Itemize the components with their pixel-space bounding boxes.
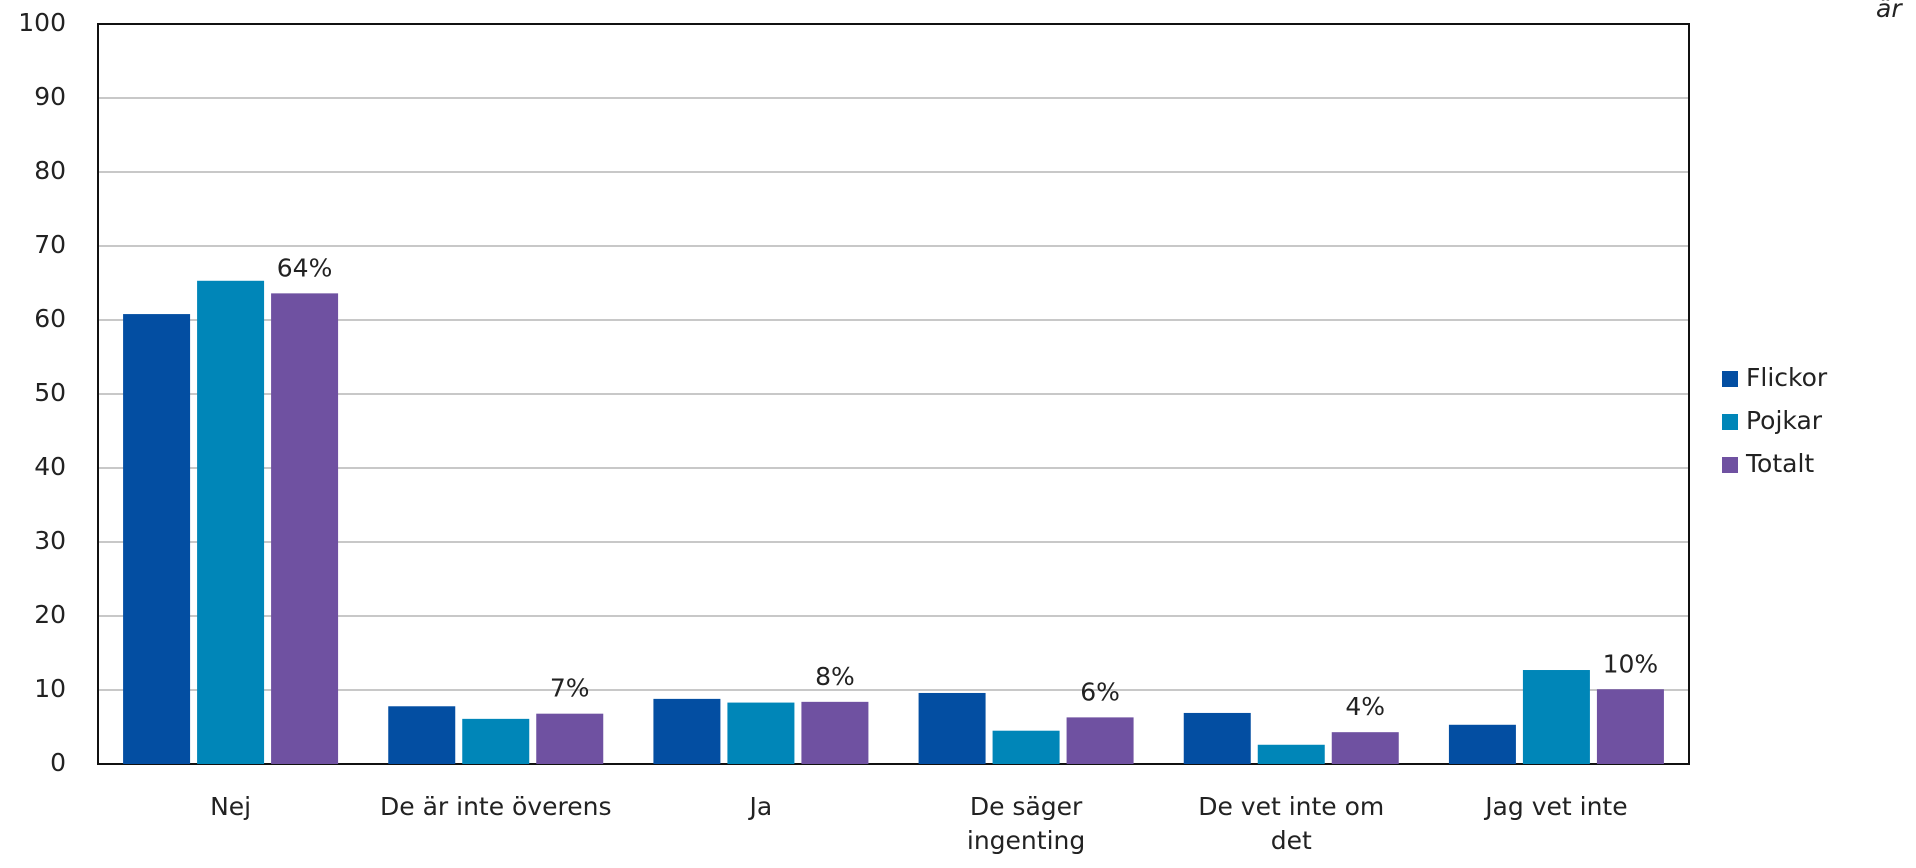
legend-label: Pojkar <box>1746 406 1823 435</box>
legend-swatch <box>1722 414 1738 430</box>
x-tick-label: De säger ingenting <box>966 792 1086 855</box>
data-label: 7% <box>550 674 590 703</box>
bar <box>1066 717 1134 764</box>
y-tick-label: 50 <box>34 378 66 407</box>
bar <box>197 280 265 764</box>
y-tick-label: 80 <box>34 156 66 185</box>
y-tick-label: 40 <box>34 452 66 481</box>
bar <box>801 701 869 764</box>
bar <box>462 718 530 764</box>
bar <box>1448 724 1516 764</box>
bar <box>388 706 456 764</box>
bar <box>271 293 339 764</box>
annotation: är <box>1876 0 1903 23</box>
bar <box>727 702 795 764</box>
y-tick-label: 30 <box>34 526 66 555</box>
data-label: 4% <box>1345 692 1385 721</box>
bar <box>1331 732 1399 764</box>
y-tick-label: 10 <box>34 674 66 703</box>
y-tick-label: 90 <box>34 82 66 111</box>
legend-swatch <box>1722 457 1738 473</box>
y-tick-label: 70 <box>34 230 66 259</box>
legend-label: Flickor <box>1746 363 1828 392</box>
x-tick-label: Jag vet inte <box>1485 792 1628 821</box>
data-label: 64% <box>277 253 333 282</box>
y-tick-label: 20 <box>34 600 66 629</box>
bar <box>536 713 604 764</box>
bar <box>1257 744 1325 764</box>
legend-swatch <box>1722 371 1738 387</box>
bar <box>653 698 721 764</box>
y-tick-label: 100 <box>18 8 66 37</box>
bar <box>1183 712 1251 764</box>
data-label: 6% <box>1080 677 1120 706</box>
bar <box>1596 689 1664 764</box>
y-tick-label: 60 <box>34 304 66 333</box>
y-tick-label: 0 <box>50 748 66 777</box>
bar <box>992 730 1060 764</box>
x-tick-label: Nej <box>210 792 252 821</box>
data-label: 10% <box>1603 649 1659 678</box>
data-label: 8% <box>815 662 855 691</box>
bar <box>918 692 986 764</box>
bar <box>123 314 191 764</box>
x-tick-label: Ja <box>749 792 773 821</box>
legend-label: Totalt <box>1745 449 1814 478</box>
plot-border <box>97 23 1690 765</box>
x-tick-label: De vet inte om det <box>1198 792 1385 855</box>
x-tick-label: De är inte överens <box>380 792 612 821</box>
bar <box>1522 670 1590 764</box>
